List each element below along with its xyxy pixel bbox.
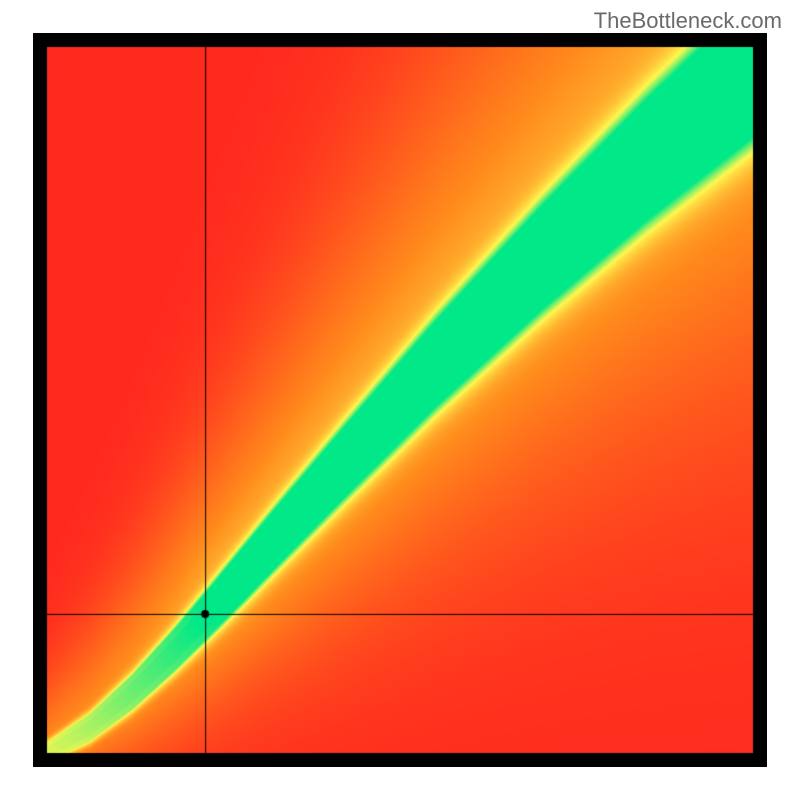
chart-container: TheBottleneck.com bbox=[0, 0, 800, 800]
chart-frame bbox=[33, 33, 767, 767]
bottleneck-heatmap bbox=[33, 33, 767, 767]
watermark: TheBottleneck.com bbox=[594, 8, 782, 34]
